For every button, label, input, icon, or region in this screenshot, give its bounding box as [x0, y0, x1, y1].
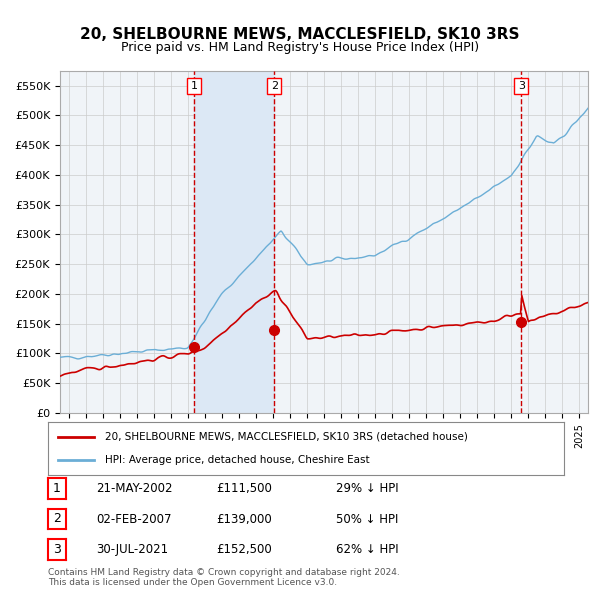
Text: 02-FEB-2007: 02-FEB-2007 [96, 513, 172, 526]
Text: 1: 1 [53, 481, 61, 495]
Text: This data is licensed under the Open Government Licence v3.0.: This data is licensed under the Open Gov… [48, 578, 337, 587]
Text: 62% ↓ HPI: 62% ↓ HPI [336, 543, 398, 556]
Text: 29% ↓ HPI: 29% ↓ HPI [336, 482, 398, 495]
Text: Price paid vs. HM Land Registry's House Price Index (HPI): Price paid vs. HM Land Registry's House … [121, 41, 479, 54]
Text: Contains HM Land Registry data © Crown copyright and database right 2024.: Contains HM Land Registry data © Crown c… [48, 568, 400, 577]
Text: £152,500: £152,500 [216, 543, 272, 556]
Text: 2: 2 [53, 512, 61, 526]
Text: 20, SHELBOURNE MEWS, MACCLESFIELD, SK10 3RS: 20, SHELBOURNE MEWS, MACCLESFIELD, SK10 … [80, 27, 520, 41]
Text: 1: 1 [191, 81, 198, 91]
Text: 20, SHELBOURNE MEWS, MACCLESFIELD, SK10 3RS (detached house): 20, SHELBOURNE MEWS, MACCLESFIELD, SK10 … [105, 432, 467, 442]
Text: HPI: Average price, detached house, Cheshire East: HPI: Average price, detached house, Ches… [105, 455, 370, 465]
Bar [194, 71, 274, 413]
Text: 3: 3 [53, 543, 61, 556]
Text: 3: 3 [518, 81, 525, 91]
Text: 50% ↓ HPI: 50% ↓ HPI [336, 513, 398, 526]
Text: 30-JUL-2021: 30-JUL-2021 [96, 543, 168, 556]
Text: £111,500: £111,500 [216, 482, 272, 495]
Text: 2: 2 [271, 81, 278, 91]
Text: 21-MAY-2002: 21-MAY-2002 [96, 482, 173, 495]
Text: £139,000: £139,000 [216, 513, 272, 526]
